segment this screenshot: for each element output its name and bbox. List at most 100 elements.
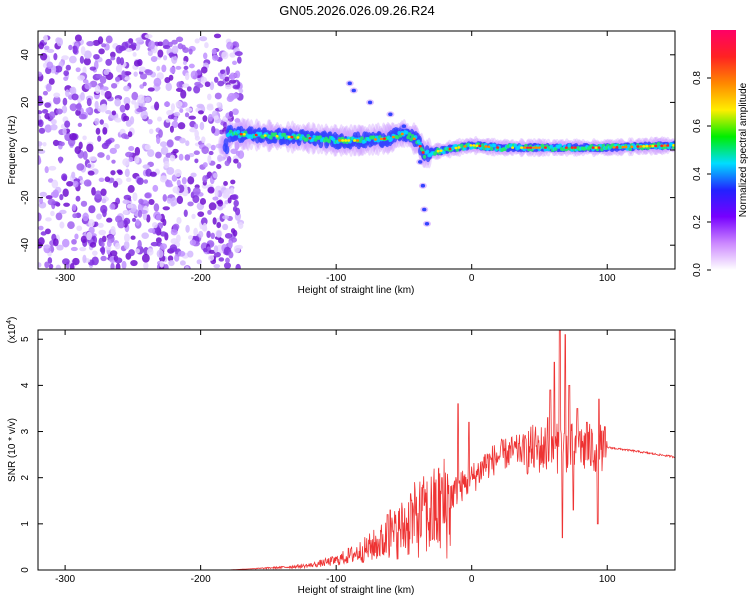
noise-blob xyxy=(114,257,123,264)
noise-blob xyxy=(100,188,107,197)
noise-blob xyxy=(100,204,108,214)
band-peak xyxy=(353,139,357,142)
noise-blob xyxy=(144,192,151,199)
noise-blob xyxy=(171,39,178,45)
noise-blob xyxy=(204,81,211,88)
noise-blob xyxy=(75,195,81,202)
noise-blob xyxy=(121,41,129,51)
noise-blob xyxy=(38,141,43,147)
snr-y-label: SNR (10 * v/v) xyxy=(7,418,18,482)
band-core xyxy=(223,138,229,148)
noise-blob xyxy=(198,230,204,238)
noise-blob xyxy=(116,56,121,65)
noise-blob xyxy=(193,227,198,237)
noise-blob xyxy=(130,260,138,267)
noise-blob xyxy=(147,87,155,92)
noise-blob xyxy=(184,265,190,269)
noise-blob xyxy=(38,42,45,50)
noise-blob xyxy=(186,86,192,92)
colorbar-tick-label: 0.8 xyxy=(692,71,703,85)
noise-blob xyxy=(101,103,108,112)
noise-blob xyxy=(163,160,170,169)
band-mid xyxy=(404,130,409,135)
noise-blob xyxy=(175,65,182,70)
noise-blob xyxy=(155,237,162,244)
band-mid xyxy=(600,147,604,152)
noise-blob xyxy=(169,125,174,133)
snr-scale-label: (x104) xyxy=(6,317,18,344)
noise-blob xyxy=(187,250,194,258)
noise-blob xyxy=(128,145,135,152)
noise-blob xyxy=(173,111,181,117)
noise-blob xyxy=(192,195,200,204)
noise-blob xyxy=(87,170,95,176)
band-mid xyxy=(409,137,413,142)
spur-point xyxy=(351,88,356,93)
x-tick-label: -300 xyxy=(55,574,75,585)
noise-blob xyxy=(86,97,92,107)
band-mid xyxy=(425,149,430,154)
noise-blob xyxy=(121,70,126,79)
x-tick-label: 0 xyxy=(469,273,475,284)
noise-blob xyxy=(233,158,239,164)
x-tick-label: -200 xyxy=(191,273,211,284)
noise-blob xyxy=(182,83,190,89)
noise-blob xyxy=(111,82,118,89)
noise-blob xyxy=(201,146,209,155)
noise-blob xyxy=(203,52,208,60)
band-peak xyxy=(296,136,300,139)
noise-blob xyxy=(110,51,116,58)
noise-blob xyxy=(226,41,234,50)
noise-blob xyxy=(94,85,101,94)
noise-blob xyxy=(86,41,95,47)
noise-blob xyxy=(175,100,183,108)
noise-blob xyxy=(208,202,217,211)
y-tick-label: 20 xyxy=(20,96,31,108)
noise-blob xyxy=(79,246,87,252)
band-mid xyxy=(549,144,554,149)
band-peak xyxy=(645,144,649,148)
y-tick-label: 40 xyxy=(20,49,31,61)
spur-point xyxy=(367,100,373,105)
colorbar-tick-label: 0.2 xyxy=(692,215,703,229)
noise-blob xyxy=(123,217,131,225)
band-peak xyxy=(624,145,628,149)
snr-frame xyxy=(37,329,676,571)
noise-blob xyxy=(88,219,95,228)
band-peak xyxy=(511,146,515,149)
noise-blob xyxy=(212,54,219,61)
noise-blob xyxy=(97,222,104,228)
band-peak xyxy=(615,145,619,149)
noise-blob xyxy=(82,151,88,160)
noise-blob xyxy=(62,258,70,266)
noise-blob xyxy=(86,143,94,153)
noise-blob xyxy=(83,57,91,66)
noise-blob xyxy=(193,150,200,155)
noise-blob xyxy=(167,114,175,120)
noise-blob xyxy=(91,186,96,196)
noise-blob xyxy=(218,156,226,161)
noise-blob xyxy=(188,48,193,55)
noise-blob xyxy=(124,103,130,111)
noise-blob xyxy=(222,223,229,231)
noise-blob xyxy=(83,50,92,59)
band-mid xyxy=(418,141,422,146)
band-peak xyxy=(379,137,383,141)
noise-blob xyxy=(232,84,240,90)
noise-blob xyxy=(123,240,130,250)
noise-blob xyxy=(217,80,225,87)
noise-blob xyxy=(123,71,132,76)
noise-blob xyxy=(128,156,134,163)
band-peak xyxy=(475,144,479,147)
spur-point xyxy=(388,112,393,117)
band-mid xyxy=(489,146,494,151)
noise-blob xyxy=(158,129,163,138)
noise-blob xyxy=(76,225,83,232)
noise-blob xyxy=(148,40,156,50)
noise-blob xyxy=(214,189,219,198)
noise-blob xyxy=(46,61,54,70)
noise-blob xyxy=(130,235,136,240)
y-tick-label: 2 xyxy=(20,474,31,480)
noise-blob xyxy=(123,209,129,215)
